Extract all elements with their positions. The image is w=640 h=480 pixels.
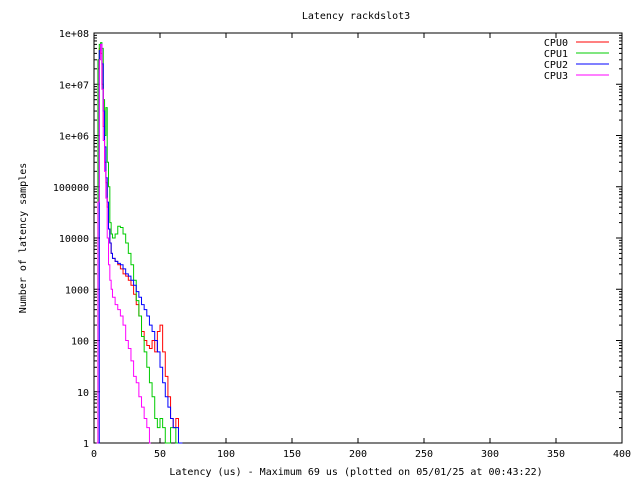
x-tick-label: 200 [349,449,367,460]
legend-label-cpu3: CPU3 [544,71,568,82]
series-line-cpu2 [97,43,183,444]
x-tick-label: 0 [91,449,97,460]
y-tick-label: 1 [83,439,89,450]
plot-frame [93,32,623,444]
chart-title: Latency rackdslot3 [302,11,410,22]
x-tick-label: 100 [217,449,235,460]
legend-label-cpu1: CPU1 [544,49,568,60]
y-tick-label: 100000 [53,183,89,194]
y-tick-label: 1e+06 [59,132,89,143]
series-layer [96,42,183,444]
y-tick-label: 10 [77,388,89,399]
y-tick-label: 1e+07 [59,80,89,91]
x-axis-label: Latency (us) - Maximum 69 us (plotted on… [169,467,542,478]
series-line-cpu3 [96,43,151,444]
y-tick-label: 1000 [65,285,89,296]
legend-label-cpu0: CPU0 [544,38,568,49]
y-tick-label: 10000 [59,234,89,245]
legend-label-cpu2: CPU2 [544,60,568,71]
y-axis-label: Number of latency samples [18,163,29,314]
x-tick-label: 300 [481,449,499,460]
x-tick-label: 400 [613,449,631,460]
x-tick-label: 250 [415,449,433,460]
x-tick-label: 150 [283,449,301,460]
series-line-cpu0 [96,47,180,444]
axis-ticks: 0 50 100 150 200 250 300 350 400 1 10 100 1000 10000 1… [53,29,631,460]
x-tick-label: 350 [547,449,565,460]
y-tick-label: 100 [71,337,89,348]
x-tick-label: 50 [154,449,166,460]
y-tick-label: 1e+08 [59,29,89,40]
